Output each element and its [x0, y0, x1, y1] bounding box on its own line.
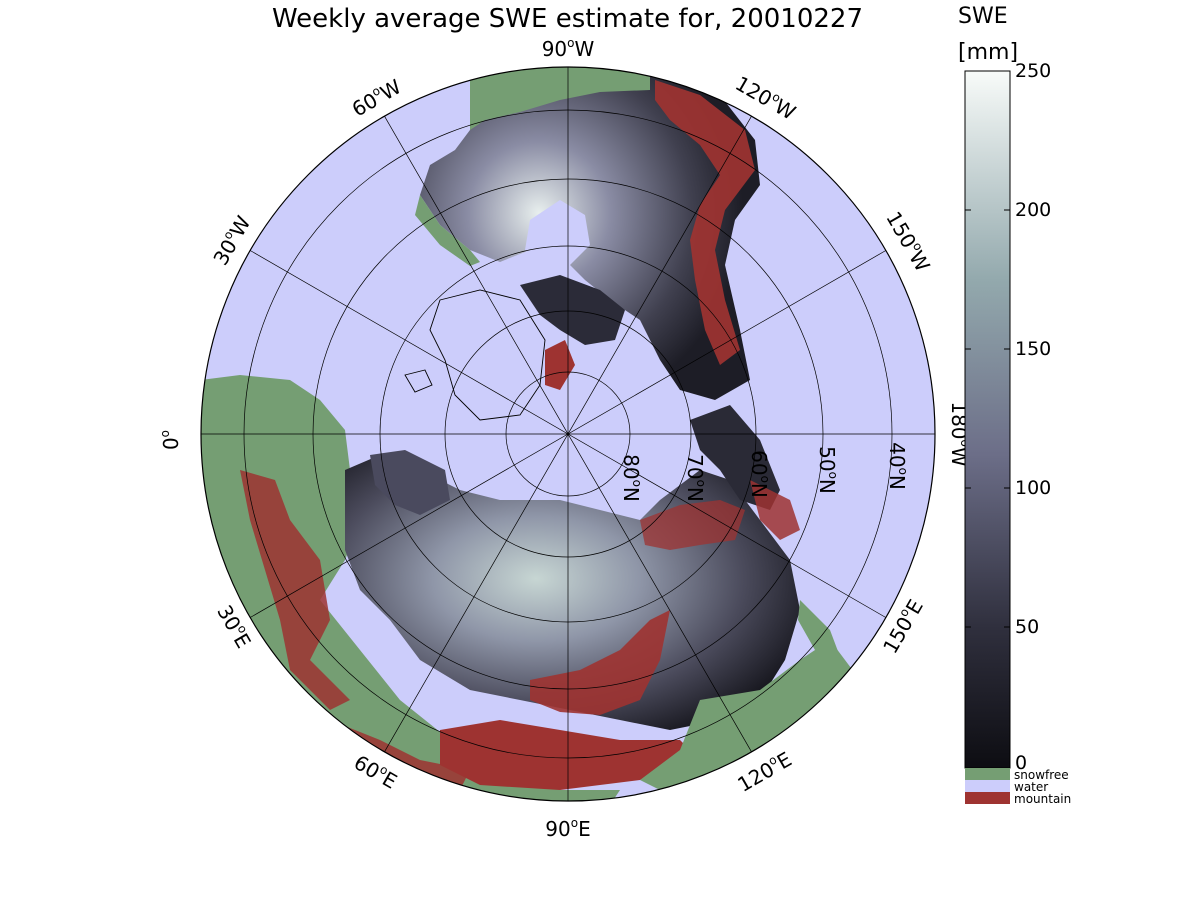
legend-swatch-water: [965, 780, 1010, 792]
legend-label-mountain: mountain: [1014, 792, 1072, 806]
ellesmere-mountain: [545, 340, 575, 390]
east-asia-snowfree: [640, 640, 860, 800]
legend-swatch-mountain: [965, 792, 1010, 804]
lat-label-60n: 60oN: [747, 450, 772, 498]
legend-label-water: water: [1014, 780, 1049, 794]
latitude-labels: 80oN 70oN 60oN 50oN 40oN: [619, 442, 910, 502]
lat-label-80n: 80oN: [619, 454, 644, 502]
colorbar: [964, 70, 1011, 804]
landmasses: [201, 67, 860, 801]
colorbar-gradient: [964, 70, 1011, 769]
legend-label-snowfree: snowfree: [1014, 768, 1069, 782]
meridian-150w-30e: [250, 250, 886, 618]
anatolia-mountains: [330, 720, 470, 790]
iceland-outline: [404, 369, 433, 393]
colorbar-tick-250: 250: [1015, 60, 1052, 82]
north-america-snowfree-west: [415, 195, 480, 266]
east-siberia-mountains: [750, 480, 800, 540]
lat-label-50n: 50oN: [815, 446, 840, 494]
map-title: Weekly average SWE estimate for, 2001022…: [271, 4, 863, 34]
lon-label-0: 0o: [158, 430, 183, 450]
scandinavia-snow: [370, 450, 450, 515]
colorbar-tick-50: 50: [1015, 616, 1040, 638]
siberia-mountains: [640, 500, 745, 550]
tibet-mountains: [440, 720, 700, 790]
colorbar-tick-100: 100: [1015, 477, 1052, 499]
hudson-bay: [525, 200, 590, 265]
canadian-archipelago: [520, 275, 625, 345]
colorbar-ticks: [965, 70, 1010, 628]
north-america-land: [420, 67, 760, 400]
lon-label-90e: 90oE: [545, 816, 590, 841]
graticule: [201, 67, 935, 801]
colorbar-label-swe: SWE: [958, 4, 1008, 29]
lat-label-70n: 70oN: [683, 454, 708, 502]
north-america-snowfree: [470, 67, 650, 130]
japan: [798, 600, 845, 680]
greenland-outline: [429, 289, 546, 421]
map-frame: [200, 66, 936, 802]
colorbar-tick-0: 0: [1015, 752, 1028, 774]
colorbar-label-unit: [mm]: [958, 40, 1019, 65]
lon-label-90w: 90oW: [542, 36, 595, 61]
lat-label-40n: 40oN: [885, 442, 910, 490]
colorbar-tick-150: 150: [1015, 338, 1052, 360]
rocky-mountains: [655, 80, 755, 365]
colorbar-tick-200: 200: [1015, 199, 1052, 221]
europe-mountains: [240, 470, 350, 710]
legend-swatch-snowfree: [965, 768, 1010, 780]
